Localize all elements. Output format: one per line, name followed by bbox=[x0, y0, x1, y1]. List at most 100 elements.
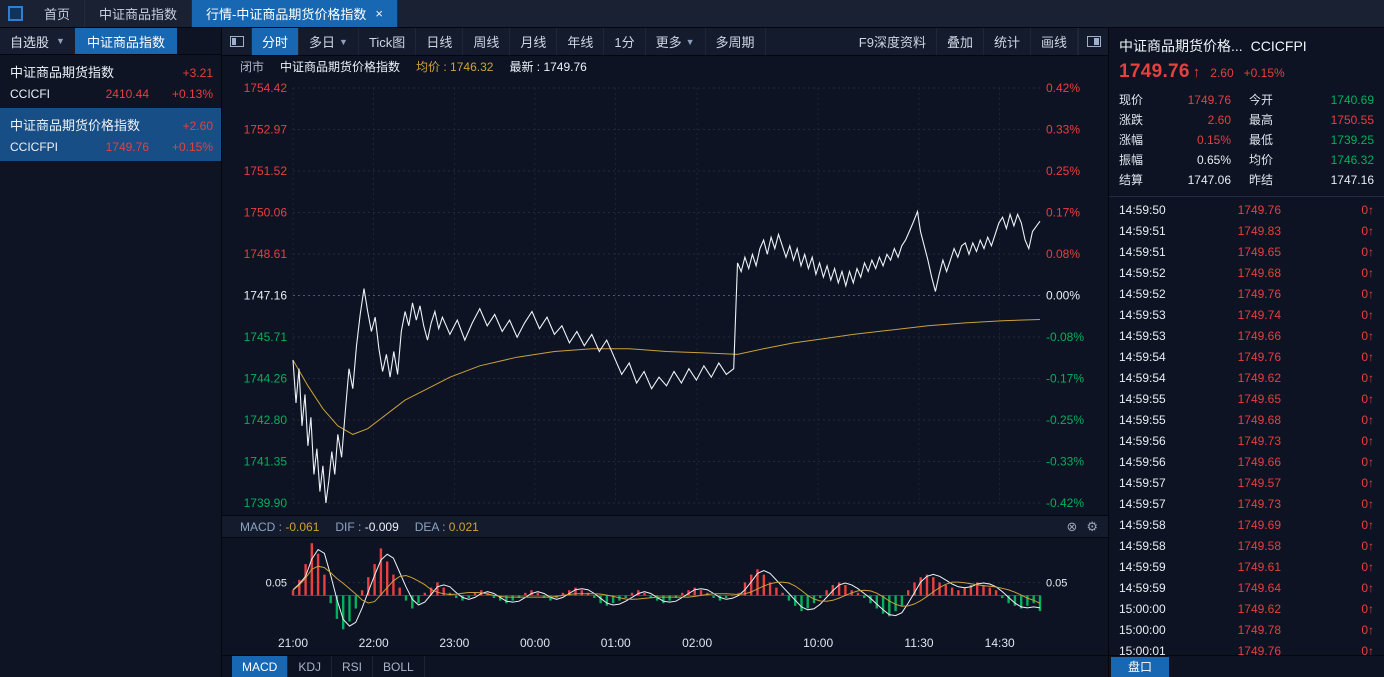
instrument-price: 2410.44 bbox=[105, 87, 149, 101]
macd-bar bbox=[536, 592, 539, 596]
watchlist-item[interactable]: 中证商品期货指数 +3.21 CCICFI 2410.44 +0.13% bbox=[0, 55, 221, 108]
up-arrow-icon: ↑ bbox=[1368, 329, 1374, 343]
toolbar-item-日线[interactable]: 日线 bbox=[416, 28, 464, 55]
tick-volume: 0↑ bbox=[1361, 224, 1374, 238]
toolbar-item-周线[interactable]: 周线 bbox=[463, 28, 511, 55]
tick-price: 1749.69 bbox=[1237, 518, 1281, 532]
indicator-tab-KDJ[interactable]: KDJ bbox=[288, 656, 333, 677]
board-button[interactable]: 中证商品指数 bbox=[74, 28, 177, 54]
watchlist-item[interactable]: 中证商品期货价格指数 +2.60 CCICFPI 1749.76 +0.15% bbox=[0, 108, 221, 161]
time-axis-label: 22:00 bbox=[358, 636, 389, 650]
tick-row: 14:59:51 1749.83 0↑ bbox=[1119, 221, 1374, 242]
indicator-tab-RSI[interactable]: RSI bbox=[332, 656, 374, 677]
time-axis-label: 01:00 bbox=[600, 636, 631, 650]
toolbar-item-F9深度资料[interactable]: F9深度资料 bbox=[849, 28, 937, 55]
stat-label: 振幅 bbox=[1119, 153, 1144, 167]
watchlist-group-dropdown[interactable]: 自选股 ▼ bbox=[0, 28, 75, 54]
tick-volume: 0↑ bbox=[1361, 497, 1374, 511]
order-book-button[interactable]: 盘口 bbox=[1111, 656, 1169, 677]
toolbar-item-多周期[interactable]: 多周期 bbox=[706, 28, 766, 55]
time-and-sales-list[interactable]: 14:59:50 1749.76 0↑ 14:59:51 1749.83 0↑ 14:59:… bbox=[1109, 200, 1384, 655]
window-tab-active[interactable]: 行情-中证商品期货价格指数 × bbox=[192, 0, 398, 27]
toolbar-item-更多[interactable]: 更多 ▼ bbox=[646, 28, 706, 55]
macd-bar bbox=[1013, 595, 1017, 606]
close-indicator-icon[interactable]: ⊗ bbox=[1066, 518, 1078, 534]
tick-time: 14:59:59 bbox=[1119, 560, 1166, 574]
tick-row: 14:59:54 1749.62 0↑ bbox=[1119, 368, 1374, 389]
macd-indicator-chart[interactable]: 0.05 0.05 bbox=[222, 538, 1108, 632]
tick-row: 14:59:59 1749.64 0↑ bbox=[1119, 578, 1374, 599]
window-tab-label: 行情-中证商品期货价格指数 bbox=[206, 7, 367, 22]
macd-bar bbox=[323, 574, 326, 596]
tick-price: 1749.74 bbox=[1237, 308, 1281, 322]
toolbar-item-画线[interactable]: 画线 bbox=[1031, 28, 1078, 55]
gear-icon[interactable]: ⚙ bbox=[1086, 518, 1098, 534]
macd-bar bbox=[492, 595, 496, 598]
panel-toggle-icon[interactable] bbox=[1078, 28, 1108, 55]
tick-price: 1749.58 bbox=[1237, 539, 1281, 553]
indicator-tab-MACD[interactable]: MACD bbox=[232, 656, 289, 677]
intraday-price-chart[interactable]: 1754.42 0.42% 1752.97 0.33% 1751.52 0.25% 1750… bbox=[222, 76, 1108, 515]
tick-price: 1749.66 bbox=[1237, 455, 1281, 469]
tick-price: 1749.65 bbox=[1237, 392, 1281, 406]
macd-bar bbox=[348, 595, 351, 622]
macd-bar bbox=[417, 595, 420, 604]
stat-label: 结算 bbox=[1119, 173, 1144, 187]
quote-panel: 中证商品期货价格... CCICFPI 1749.76 ↑ 2.60 +0.15… bbox=[1108, 28, 1384, 677]
stat-value: 1746.32 bbox=[1330, 153, 1374, 167]
layout-icon[interactable] bbox=[222, 28, 252, 55]
tick-volume: 0↑ bbox=[1361, 392, 1374, 406]
tick-price: 1749.62 bbox=[1237, 602, 1281, 616]
tick-row: 14:59:53 1749.66 0↑ bbox=[1119, 326, 1374, 347]
percent-axis-label: 0.17% bbox=[1046, 206, 1080, 220]
toolbar-item-年线[interactable]: 年线 bbox=[557, 28, 605, 55]
tick-row: 14:59:58 1749.58 0↑ bbox=[1119, 536, 1374, 557]
up-arrow-icon: ↑ bbox=[1368, 560, 1374, 574]
tick-time: 14:59:51 bbox=[1119, 224, 1166, 238]
macd-bar bbox=[423, 592, 426, 596]
macd-bar bbox=[524, 592, 527, 596]
macd-scale-label: 0.05 bbox=[1046, 577, 1067, 589]
indicator-tab-BOLL[interactable]: BOLL bbox=[373, 656, 425, 677]
tick-time: 14:59:55 bbox=[1119, 392, 1166, 406]
window-tab-bar: 首页 中证商品指数 行情-中证商品期货价格指数 × bbox=[0, 0, 1384, 28]
tick-row: 14:59:57 1749.73 0↑ bbox=[1119, 494, 1374, 515]
toolbar-item-1分[interactable]: 1分 bbox=[604, 28, 646, 55]
macd-header-icons: ⊗ ⚙ bbox=[1066, 519, 1098, 535]
toolbar-item-分时[interactable]: 分时 bbox=[252, 28, 300, 55]
tick-volume: 0↑ bbox=[1361, 308, 1374, 322]
window-tab[interactable]: 中证商品指数 bbox=[85, 0, 193, 27]
window-tab[interactable]: 首页 bbox=[30, 0, 86, 27]
macd-bar bbox=[530, 590, 533, 596]
macd-bar bbox=[963, 587, 966, 596]
app-logo-icon[interactable] bbox=[0, 0, 30, 27]
toolbar-item-月线[interactable]: 月线 bbox=[510, 28, 558, 55]
toolbar-item-多日[interactable]: 多日 ▼ bbox=[299, 28, 359, 55]
dea-label: DEA : bbox=[414, 519, 446, 534]
macd-bar bbox=[367, 577, 370, 596]
macd-bar bbox=[856, 592, 860, 596]
tab-close-icon[interactable]: × bbox=[375, 6, 383, 21]
macd-bar bbox=[655, 595, 659, 601]
chevron-down-icon: ▼ bbox=[56, 36, 65, 46]
toolbar-item-Tick图[interactable]: Tick图 bbox=[359, 28, 417, 55]
percent-axis-label: 0.25% bbox=[1046, 164, 1080, 178]
average-price-label: 均价 : bbox=[416, 59, 447, 74]
up-arrow-icon: ↑ bbox=[1368, 476, 1374, 490]
tick-volume: 0↑ bbox=[1361, 518, 1374, 532]
percent-axis-label: -0.33% bbox=[1046, 455, 1084, 469]
tick-price: 1749.76 bbox=[1237, 287, 1281, 301]
macd-bar bbox=[944, 585, 947, 596]
price-axis-label: 1750.06 bbox=[244, 206, 288, 220]
macd-label: MACD : bbox=[240, 519, 282, 534]
tick-volume: 0↑ bbox=[1361, 350, 1374, 364]
toolbar-item-label: 分时 bbox=[262, 35, 289, 50]
toolbar-item-叠加[interactable]: 叠加 bbox=[937, 28, 984, 55]
instrument-percent: +0.13% bbox=[171, 87, 213, 101]
macd-bar bbox=[354, 595, 357, 609]
toolbar-item-统计[interactable]: 统计 bbox=[984, 28, 1031, 55]
macd-bar bbox=[806, 595, 809, 609]
macd-bar bbox=[360, 590, 364, 596]
avg-line bbox=[292, 319, 1041, 435]
